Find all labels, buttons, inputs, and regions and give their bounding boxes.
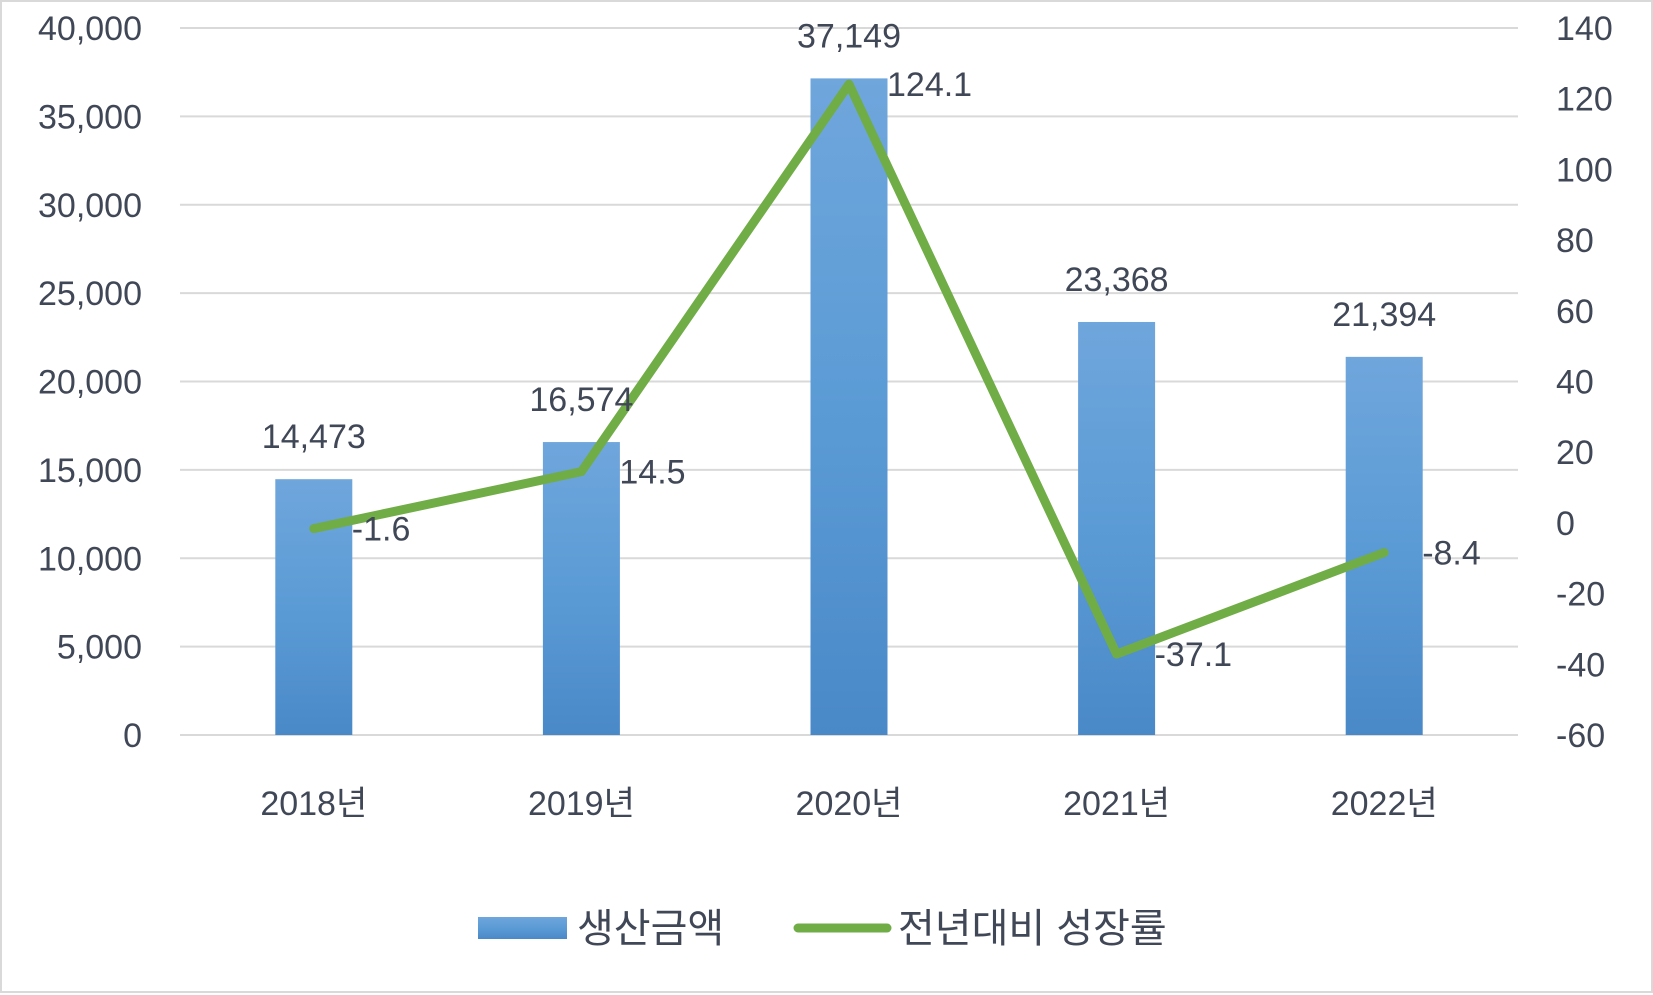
y-right-tick-label: 60 [1556,293,1594,331]
y-right-tick-label: 140 [1556,10,1613,48]
growth-value-label: 124.1 [887,66,972,104]
x-tick-label: 2020년 [796,785,903,823]
bar [542,442,620,735]
legend: 생산금액 전년대비 성장률 [478,907,1167,951]
bar-value-label: 37,149 [797,17,901,55]
y-left-tick-label: 20,000 [38,364,142,402]
bar-value-label: 21,394 [1332,296,1436,334]
y-left-tick-label: 10,000 [38,540,142,578]
growth-point [312,527,315,530]
y-right-tick-label: -20 [1556,576,1605,614]
y-left-tick-label: 35,000 [38,98,142,136]
y-left-tick-label: 25,000 [38,275,142,313]
y-left-tick-label: 30,000 [38,187,142,225]
y-left-tick-label: 0 [123,717,142,755]
bar-value-label: 23,368 [1065,261,1169,299]
y-right-tick-label: 20 [1556,434,1594,472]
growth-value-label: 14.5 [619,454,685,492]
growth-point [848,83,850,86]
y-right-tick-label: -60 [1556,717,1605,755]
y-left-tick-label: 5,000 [57,629,142,667]
bar-series [275,78,1423,736]
growth-point [1115,653,1118,656]
bar [275,479,353,735]
bar [1345,356,1423,735]
growth-point [580,470,583,473]
bar-value-label: 16,574 [529,381,633,419]
bar [810,78,888,736]
growth-value-label: -8.4 [1422,535,1481,573]
axes: 0 5,000 10,000 15,000 20,000 25,000 30,000 35,0… [38,10,1613,823]
growth-value-label: -37.1 [1155,636,1233,674]
y-left-tick-label: 40,000 [38,10,142,48]
y-right-tick-label: 40 [1556,364,1594,402]
line-series [309,79,1389,659]
x-tick-label: 2021년 [1063,785,1170,823]
legend-line-label: 전년대비 성장률 [898,907,1167,951]
y-left-tick-label: 15,000 [38,452,142,490]
y-right-tick-label: 120 [1556,81,1613,119]
legend-bar-swatch [478,917,567,939]
y-right-tick-label: -40 [1556,646,1605,684]
bar [1078,321,1156,735]
growth-point [1383,551,1386,554]
bar-value-label: 14,473 [262,418,366,456]
y-right-tick-label: 80 [1556,222,1594,260]
legend-bar-label: 생산금액 [577,907,724,951]
growth-value-label: -1.6 [352,511,411,549]
x-tick-label: 2019년 [528,785,635,823]
y-right-tick-label: 100 [1556,151,1613,189]
x-tick-label: 2018년 [260,785,367,823]
y-right-tick-label: 0 [1556,505,1575,543]
data-labels: 14,473 16,574 37,149 23,368 21,394 -1.6 14.5 12… [262,17,1481,674]
x-tick-label: 2022년 [1331,785,1438,823]
